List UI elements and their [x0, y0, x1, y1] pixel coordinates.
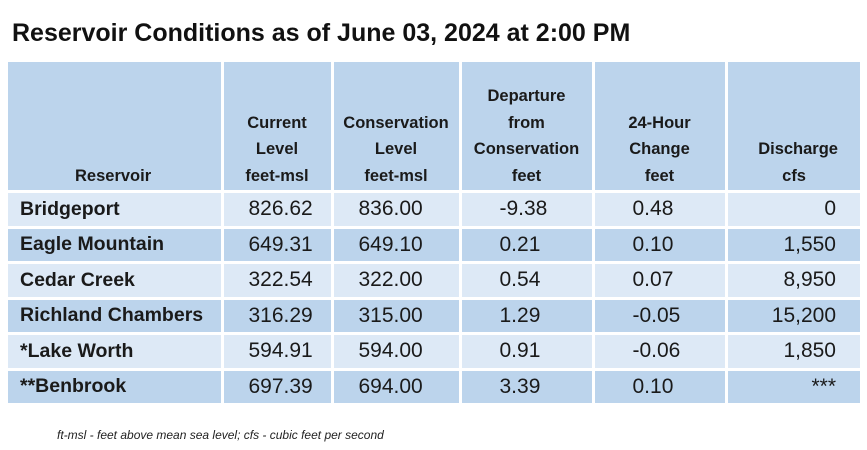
departure-cell: -9.38: [460, 191, 595, 229]
header-line: 24-Hour: [628, 113, 691, 132]
current-level-cell: 316.29: [222, 298, 334, 335]
discharge-cell: 15,200: [726, 298, 860, 335]
current-level-cell: 649.31: [222, 227, 334, 264]
conservation-level-cell: 315.00: [332, 298, 462, 335]
header-line: Departure: [487, 87, 566, 105]
header-line: feet: [511, 166, 542, 185]
discharge-cell: ***: [726, 369, 860, 406]
header-line: Discharge: [758, 140, 838, 158]
column-header-current-level: Current Level feet-msl: [222, 62, 334, 193]
discharge-cell: 1,550: [726, 227, 860, 264]
header-line: Level: [255, 140, 299, 158]
column-header-discharge: Discharge cfs: [726, 62, 860, 193]
change-cell: 0.48: [593, 191, 728, 229]
page-title: Reservoir Conditions as of June 03, 2024…: [12, 19, 631, 47]
conservation-level-cell: 322.00: [332, 262, 462, 300]
table-row: *Lake Worth 594.91 594.00 0.91 -0.06 1,8…: [8, 333, 860, 371]
column-header-24-hour-change: 24-Hour Change feet: [593, 62, 728, 193]
reservoir-name: Richland Chambers: [8, 298, 224, 335]
change-cell: -0.06: [593, 333, 728, 371]
current-level-cell: 826.62: [222, 191, 334, 229]
header-line: Change: [629, 140, 690, 158]
header-line: Reservoir: [75, 166, 152, 185]
change-cell: 0.07: [593, 262, 728, 300]
discharge-cell: 8,950: [726, 262, 860, 300]
change-cell: 0.10: [593, 227, 728, 264]
reservoir-name: **Benbrook: [8, 369, 224, 406]
header-line: Level: [374, 140, 418, 158]
change-cell: -0.05: [593, 298, 728, 335]
departure-cell: 0.21: [460, 227, 595, 264]
table-row: Eagle Mountain 649.31 649.10 0.21 0.10 1…: [8, 227, 860, 264]
conservation-level-cell: 649.10: [332, 227, 462, 264]
header-line: from: [508, 113, 545, 132]
departure-cell: 1.29: [460, 298, 595, 335]
column-header-conservation-level: Conservation Level feet-msl: [332, 62, 462, 193]
table-row: **Benbrook 697.39 694.00 3.39 0.10 ***: [8, 369, 860, 406]
current-level-cell: 697.39: [222, 369, 334, 406]
reservoir-name: Cedar Creek: [8, 262, 224, 300]
discharge-cell: 0: [726, 191, 860, 229]
conservation-level-cell: 694.00: [332, 369, 462, 406]
column-header-reservoir: Reservoir: [8, 62, 224, 193]
header-line: cfs: [782, 166, 806, 185]
conservation-level-cell: 836.00: [332, 191, 462, 229]
reservoir-name: Eagle Mountain: [8, 227, 224, 264]
header-line: feet: [644, 166, 675, 185]
table-row: Cedar Creek 322.54 322.00 0.54 0.07 8,95…: [8, 262, 860, 300]
table-row: Richland Chambers 316.29 315.00 1.29 -0.…: [8, 298, 860, 335]
table-row: Bridgeport 826.62 836.00 -9.38 0.48 0: [8, 191, 860, 229]
column-header-departure: Departure from Conservation feet: [460, 62, 595, 193]
footnote: ft-msl - feet above mean sea level; cfs …: [57, 428, 384, 442]
reservoir-name: Bridgeport: [8, 191, 224, 229]
header-line: feet-msl: [245, 166, 309, 185]
reservoir-name: *Lake Worth: [8, 333, 224, 371]
header-line: Conservation: [343, 113, 449, 132]
conservation-level-cell: 594.00: [332, 333, 462, 371]
current-level-cell: 322.54: [222, 262, 334, 300]
header-line: Conservation: [473, 140, 580, 158]
current-level-cell: 594.91: [222, 333, 334, 371]
reservoir-table: Reservoir Current Level feet-msl Conserv…: [8, 62, 860, 406]
departure-cell: 0.54: [460, 262, 595, 300]
discharge-cell: 1,850: [726, 333, 860, 371]
change-cell: 0.10: [593, 369, 728, 406]
departure-cell: 3.39: [460, 369, 595, 406]
departure-cell: 0.91: [460, 333, 595, 371]
header-line: Current: [247, 113, 307, 132]
header-line: feet-msl: [364, 166, 428, 185]
table-header-row: Reservoir Current Level feet-msl Conserv…: [8, 62, 860, 193]
